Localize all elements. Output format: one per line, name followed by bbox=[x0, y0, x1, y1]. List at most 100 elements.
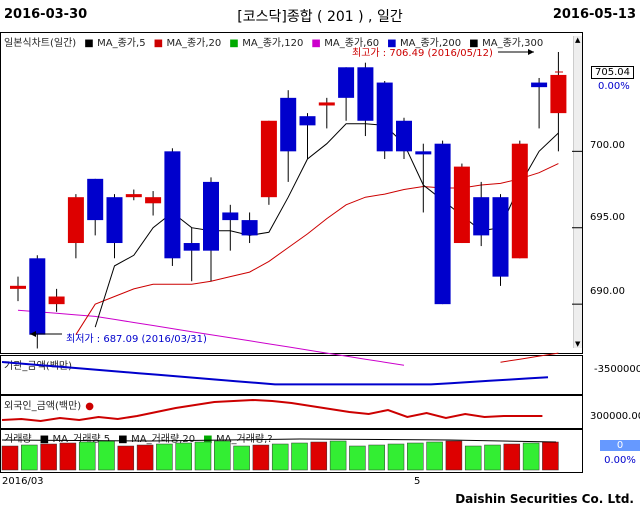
volume-bar-7 bbox=[136, 444, 154, 471]
current-value-box: 705.04 bbox=[591, 66, 634, 79]
price-axis: 705.04 0.00% bbox=[583, 32, 640, 354]
price-legend-item-swatch-3: ■ bbox=[229, 38, 243, 49]
volume-legend-item-text-0: 거래량 bbox=[4, 434, 32, 445]
volume-legend-item-2: ■ MA_거래량,20 bbox=[118, 434, 199, 445]
scroll-down-icon[interactable]: ▼ bbox=[575, 340, 581, 348]
price-legend-item-swatch-5: ■ bbox=[387, 38, 401, 49]
price-legend: 일본식차트(일간) ■ MA_종가,5 ■ MA_종가,20 ■ MA_종가,120 ■… bbox=[4, 34, 551, 49]
candle-body-22 bbox=[434, 143, 451, 305]
volume-bar-23 bbox=[445, 440, 463, 471]
ma60-line bbox=[17, 309, 405, 366]
volume-bar-22 bbox=[426, 441, 443, 471]
end-date: 2016-05-13 bbox=[552, 7, 636, 22]
chart-title: [코스닥]종합 ( 201 ) , 일간 bbox=[237, 9, 403, 25]
volume-legend-item-swatch-2: ■ bbox=[118, 434, 132, 445]
candle-body-6 bbox=[125, 194, 142, 198]
volume-value: 0 bbox=[600, 440, 640, 451]
x-label-2016-03: 2016/03 bbox=[2, 476, 44, 487]
volume-change: 0.00% bbox=[604, 455, 636, 466]
candle-body-14 bbox=[280, 97, 297, 152]
price-legend-item-swatch-1: ■ bbox=[84, 38, 98, 49]
volume-bar-2 bbox=[40, 443, 57, 471]
price-legend-item-3: ■ MA_종가,120 bbox=[229, 38, 307, 49]
volume-bar-0 bbox=[1, 445, 19, 471]
price-legend-item-text-3: MA_종가,120 bbox=[242, 38, 304, 49]
volume-legend-item-text-2: MA_거래량,20 bbox=[131, 434, 196, 445]
institution-panel[interactable] bbox=[0, 355, 583, 395]
candle-body-16 bbox=[318, 102, 335, 106]
volume-bar-21 bbox=[407, 442, 424, 471]
candle-body-17 bbox=[338, 67, 355, 98]
candle-body-19 bbox=[376, 82, 393, 152]
price-legend-item-swatch-4: ■ bbox=[311, 38, 325, 49]
volume-ma-line bbox=[1, 438, 557, 443]
footer-brand: Daishin Securities Co. Ltd. bbox=[455, 492, 634, 506]
price-legend-item-5: ■ MA_종가,200 bbox=[387, 38, 465, 49]
candle-body-0 bbox=[10, 285, 26, 289]
price-legend-item-text-0: 일본식차트(일간) bbox=[4, 38, 77, 49]
price-legend-item-swatch-2: ■ bbox=[153, 38, 167, 49]
candle-body-1 bbox=[29, 258, 46, 335]
price-legend-item-text-2: MA_종가,20 bbox=[166, 38, 222, 49]
volume-bar-17 bbox=[329, 440, 347, 471]
price-legend-item-text-6: MA_종가,300 bbox=[482, 38, 544, 49]
candle-body-5 bbox=[106, 197, 123, 244]
volume-legend-item-swatch-1: ■ bbox=[39, 434, 53, 445]
candle-body-7 bbox=[145, 197, 162, 204]
high-arrow-head-icon bbox=[528, 49, 534, 55]
price-legend-item-4: ■ MA_종가,60 bbox=[311, 38, 383, 49]
scroll-up-icon[interactable]: ▲ bbox=[575, 36, 581, 44]
price-legend-item-2: ■ MA_종가,20 bbox=[154, 38, 226, 49]
price-legend-item-0: 일본식차트(일간) bbox=[4, 38, 80, 49]
candle-body-2 bbox=[48, 296, 65, 305]
institution-legend: 기관_금액(백만) bbox=[4, 361, 73, 372]
volume-bar-28 bbox=[542, 441, 559, 471]
candle-body-9 bbox=[183, 243, 200, 251]
price-scrollbar[interactable]: ▲ ▼ bbox=[573, 36, 582, 348]
chart-header: [코스닥]종합 ( 201 ) , 일간 2016-03-30 2016-05-… bbox=[0, 0, 640, 32]
price-legend-item-text-5: MA_종가,200 bbox=[400, 38, 462, 49]
foreign-tick: 300000.00 bbox=[590, 411, 640, 422]
candle-body-12 bbox=[241, 220, 258, 236]
y-tick-695: 695.00 bbox=[590, 212, 625, 223]
foreign-line bbox=[1, 398, 543, 423]
institution-tick: -3500000 bbox=[594, 364, 640, 375]
institution-line bbox=[1, 361, 549, 386]
volume-bar-20 bbox=[387, 443, 405, 471]
price-legend-item-text-1: MA_종가,5 bbox=[97, 38, 146, 49]
volume-legend-item-1: ■ MA_거래량,5 bbox=[40, 434, 115, 445]
low-label: 최저가 : 687.09 (2016/03/31) bbox=[66, 334, 207, 345]
candle-body-18 bbox=[357, 67, 374, 121]
candle-body-11 bbox=[222, 212, 239, 221]
volume-bar-8 bbox=[156, 443, 173, 471]
y-tick-690: 690.00 bbox=[590, 286, 625, 297]
volume-bar-13 bbox=[252, 444, 270, 471]
candle-body-28 bbox=[550, 74, 567, 114]
volume-bar-18 bbox=[349, 445, 366, 471]
candle-body-8 bbox=[164, 151, 181, 259]
volume-bar-11 bbox=[214, 440, 231, 471]
volume-bar-19 bbox=[368, 444, 385, 471]
volume-bar-27 bbox=[522, 442, 540, 471]
volume-bar-6 bbox=[117, 445, 135, 471]
volume-bar-1 bbox=[21, 444, 38, 471]
candle-body-20 bbox=[396, 120, 412, 152]
candle-body-23 bbox=[453, 166, 470, 244]
low-arrow-head-icon bbox=[30, 331, 36, 337]
candle-body-10 bbox=[203, 181, 219, 251]
price-legend-item-1: ■ MA_종가,5 bbox=[84, 38, 149, 49]
price-legend-item-text-4: MA_종가,60 bbox=[324, 38, 380, 49]
volume-bar-9 bbox=[175, 442, 192, 471]
candle-body-24 bbox=[473, 197, 490, 236]
foreign-panel[interactable] bbox=[0, 395, 583, 429]
volume-bar-14 bbox=[271, 443, 289, 471]
candle-body-13 bbox=[260, 120, 277, 198]
price-legend-item-6: ■ MA_종가,300 bbox=[469, 38, 547, 49]
candle-body-26 bbox=[511, 143, 528, 259]
foreign-legend: 외국인_금액(백만) ● bbox=[4, 397, 98, 412]
current-change: 0.00% bbox=[598, 81, 630, 92]
candle-body-4 bbox=[87, 178, 104, 221]
volume-legend-item-text-1: MA_거래량,5 bbox=[52, 434, 111, 445]
volume-bar-15 bbox=[291, 442, 308, 471]
